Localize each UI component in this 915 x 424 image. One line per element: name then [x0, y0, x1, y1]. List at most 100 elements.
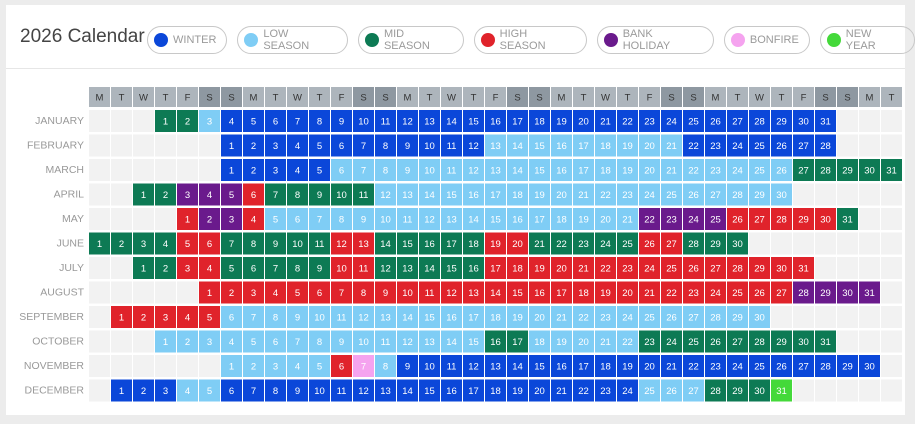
legend-label: HIGH SEASON [499, 28, 546, 52]
day-cell [309, 306, 330, 328]
day-number: 20 [556, 264, 567, 275]
legend-item[interactable]: BONFIRE [723, 26, 810, 54]
empty-cell [837, 232, 858, 255]
day-number: 20 [644, 362, 655, 373]
day-number: 13 [490, 362, 501, 373]
day-number: 7 [273, 190, 278, 201]
day-number: 27 [710, 190, 721, 201]
day-cell [441, 355, 462, 377]
legend-item[interactable]: WINTER [147, 26, 228, 54]
day-number: 23 [600, 386, 611, 397]
day-cell [419, 306, 440, 328]
weekday-header-label: T [273, 93, 279, 104]
day-cell [617, 257, 638, 279]
empty-cell [881, 281, 902, 304]
day-number: 9 [339, 337, 344, 348]
weekday-header-label: T [471, 93, 477, 104]
empty-cell [133, 134, 154, 157]
day-cell [661, 379, 682, 402]
day-number: 2 [163, 264, 168, 275]
day-cell [177, 257, 198, 279]
day-cell [221, 306, 242, 328]
day-cell [397, 306, 418, 328]
day-cell [727, 379, 748, 402]
day-cell [419, 330, 440, 353]
day-number: 25 [666, 264, 677, 275]
day-number: 10 [380, 215, 391, 226]
day-number: 8 [251, 239, 256, 250]
day-cell [177, 110, 198, 132]
day-cell [771, 183, 792, 206]
empty-cell [111, 110, 132, 132]
day-number: 18 [490, 386, 501, 397]
day-cell [617, 134, 638, 157]
day-cell [287, 281, 308, 304]
day-cell [485, 257, 506, 279]
day-cell [441, 257, 462, 279]
day-cell [133, 232, 154, 255]
day-cell [837, 355, 858, 377]
day-number: 13 [402, 190, 413, 201]
day-cell [683, 159, 704, 181]
day-cell [683, 134, 704, 157]
day-number: 26 [776, 166, 787, 177]
day-number: 30 [776, 190, 787, 201]
empty-cell [133, 281, 154, 304]
month-label: OCTOBER [32, 335, 84, 347]
day-number: 14 [490, 288, 501, 299]
day-cell [727, 110, 748, 132]
weekday-header-label: W [139, 93, 148, 104]
weekday-header-label: S [514, 93, 520, 104]
day-cell [771, 134, 792, 157]
day-cell [353, 330, 374, 353]
day-number: 11 [447, 141, 457, 152]
weekday-header-cell [573, 87, 594, 107]
day-number: 25 [644, 313, 655, 324]
legend-item[interactable]: MID SEASON [358, 26, 464, 54]
legend-item[interactable]: BANK HOLIDAY [596, 26, 714, 54]
day-cell [661, 355, 682, 377]
empty-cell [133, 330, 154, 353]
month-label: JANUARY [35, 115, 84, 127]
day-cell [881, 159, 902, 181]
day-cell [133, 257, 154, 279]
day-cell [463, 330, 484, 353]
day-number: 6 [295, 215, 300, 226]
day-number: 29 [732, 386, 743, 397]
empty-cell [881, 330, 902, 353]
day-cell [705, 281, 726, 304]
day-cell [155, 330, 176, 353]
empty-cell [133, 159, 154, 181]
day-cell [287, 355, 308, 377]
day-number: 12 [402, 337, 413, 348]
day-number: 12 [336, 239, 347, 250]
day-cell [727, 159, 748, 181]
day-cell [155, 257, 176, 279]
day-number: 8 [383, 141, 388, 152]
day-number: 20 [578, 117, 589, 128]
empty-cell [89, 257, 110, 279]
day-number: 6 [339, 362, 344, 373]
day-cell [529, 281, 550, 304]
day-number: 2 [207, 215, 212, 226]
day-cell [661, 110, 682, 132]
empty-cell [881, 183, 902, 206]
weekday-header-cell [177, 87, 198, 107]
day-cell [309, 281, 330, 304]
day-number: 1 [229, 362, 234, 373]
day-cell [199, 110, 220, 132]
day-cell [727, 257, 748, 279]
day-cell [837, 208, 858, 230]
legend-item[interactable]: HIGH SEASON [473, 26, 587, 54]
day-number: 8 [295, 264, 300, 275]
day-cell [683, 281, 704, 304]
day-number: 23 [600, 313, 611, 324]
legend-item[interactable]: NEW YEAR [819, 26, 915, 54]
day-cell [705, 110, 726, 132]
day-cell [111, 232, 132, 255]
day-number: 14 [402, 313, 413, 324]
day-number: 23 [710, 141, 721, 152]
legend-item[interactable]: LOW SEASON [237, 26, 348, 54]
day-number: 12 [358, 313, 369, 324]
